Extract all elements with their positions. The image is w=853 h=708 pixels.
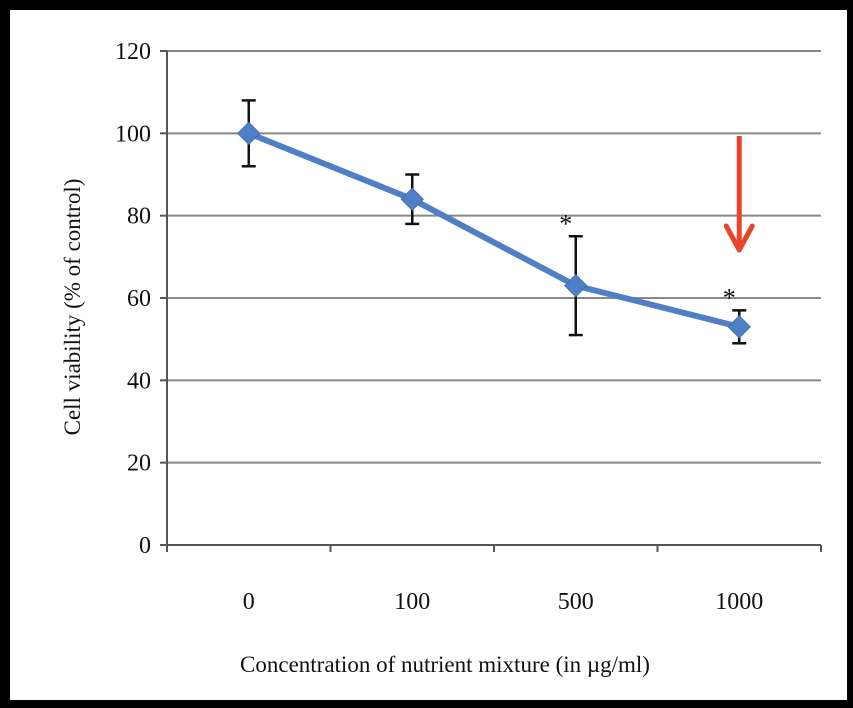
- data-point-500: [564, 273, 588, 298]
- y-tick-label-0: 0: [139, 533, 151, 559]
- y-tick-label-40: 40: [127, 368, 151, 394]
- annotation-arrow: [723, 136, 755, 253]
- x-axis-label: Concentration of nutrient mixture (in µg…: [240, 652, 650, 677]
- x-tick-labels: 0 100 500 1000: [243, 589, 764, 615]
- y-tick-label-60: 60: [127, 286, 151, 312]
- series-line-path: [247, 130, 740, 330]
- data-point-0: [237, 121, 261, 146]
- y-axis-label: Cell viability (% of control): [60, 179, 85, 436]
- x-tick-label-0: 0: [243, 589, 255, 615]
- axes: [160, 50, 822, 552]
- gridlines: [167, 50, 821, 464]
- data-point-1000: [727, 315, 751, 339]
- chart-panel: 0 20 40 60 80 100 120 0 100 500 1000 * * Concentra…: [10, 10, 847, 700]
- y-tick-label-100: 100: [115, 121, 151, 147]
- series-line: [247, 130, 740, 330]
- y-tick-label-80: 80: [127, 204, 151, 230]
- data-markers: [237, 121, 751, 339]
- y-tick-label-20: 20: [127, 451, 151, 477]
- x-tick-label-500: 500: [558, 589, 594, 615]
- significance-1000: *: [723, 283, 736, 312]
- significance-markers: **: [559, 209, 736, 312]
- x-tick-label-1000: 1000: [715, 589, 763, 615]
- x-tick-label-100: 100: [394, 589, 430, 615]
- y-tick-labels: 0 20 40 60 80 100 120: [115, 39, 151, 559]
- data-point-100: [400, 187, 424, 211]
- significance-500: *: [559, 209, 572, 238]
- arrow-head: [723, 223, 755, 253]
- y-tick-label-120: 120: [115, 39, 151, 65]
